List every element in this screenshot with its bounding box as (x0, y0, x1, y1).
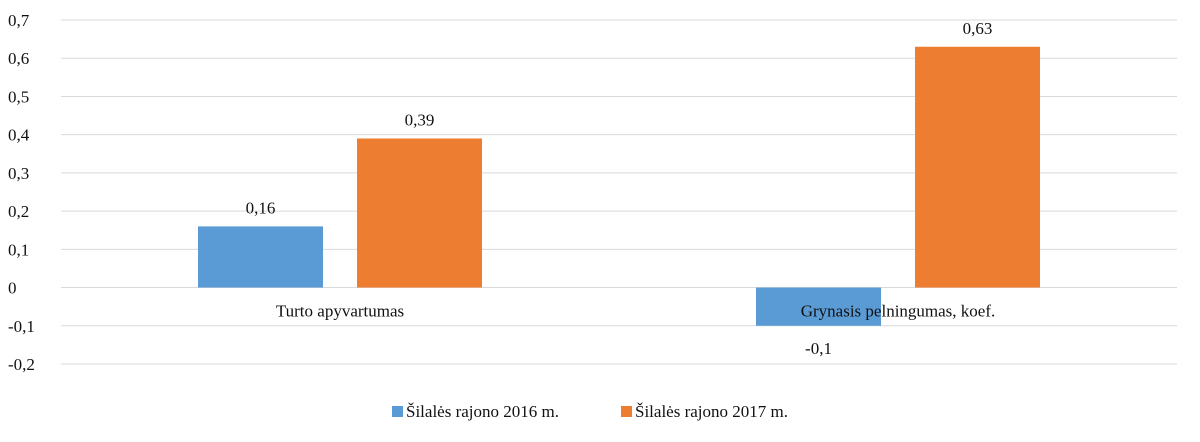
data-label: 0,63 (963, 19, 993, 38)
y-tick-label: 0 (8, 279, 17, 298)
y-tick-label: 0,1 (8, 240, 29, 259)
bar (357, 138, 482, 288)
bars (198, 46, 1040, 326)
data-label: 0,39 (405, 110, 435, 129)
y-tick-label: 0,6 (8, 49, 29, 68)
legend-swatch (392, 406, 403, 417)
legend: Šilalės rajono 2016 m. Šilalės rajono 201… (392, 402, 788, 421)
y-tick-label: 0,5 (8, 87, 29, 106)
y-axis: 0,7 0,6 0,5 0,4 0,3 0,2 0,1 0 -0,1 -0,2 (8, 11, 35, 374)
category-labels: Turto apyvartumas Grynasis pelningumas, k… (276, 302, 995, 321)
category-label: Turto apyvartumas (276, 302, 404, 321)
data-labels: 0,16 0,39 -0,1 0,63 (246, 19, 993, 358)
y-tick-label: 0,7 (8, 11, 30, 30)
legend-swatch (621, 406, 632, 417)
legend-label: Šilalės rajono 2016 m. (406, 402, 559, 421)
y-tick-label: -0,2 (8, 355, 35, 374)
data-label: 0,16 (246, 198, 276, 217)
y-tick-label: -0,1 (8, 317, 35, 336)
y-tick-label: 0,3 (8, 164, 29, 183)
bar (915, 46, 1040, 288)
y-tick-label: 0,4 (8, 126, 30, 145)
bar (198, 226, 323, 288)
legend-label: Šilalės rajono 2017 m. (635, 402, 788, 421)
bar (756, 287, 881, 326)
y-tick-label: 0,2 (8, 202, 29, 221)
category-label: Grynasis pelningumas, koef. (801, 302, 996, 321)
data-label: -0,1 (805, 339, 832, 358)
